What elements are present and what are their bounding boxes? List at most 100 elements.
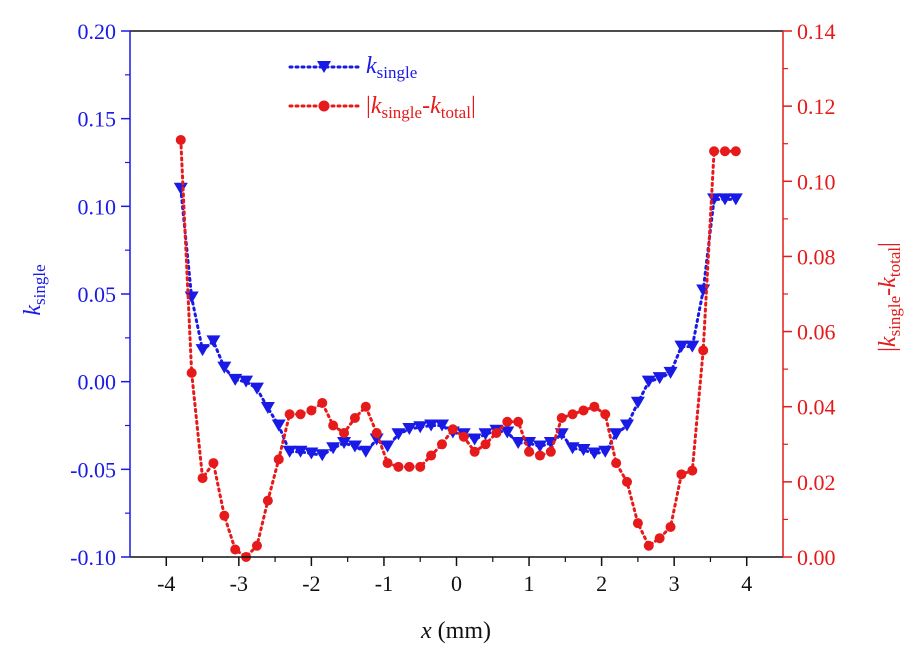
data-point-circle — [404, 461, 415, 472]
x-tick-label: -2 — [302, 571, 320, 596]
data-point-triangle — [271, 419, 286, 432]
data-point-circle — [698, 345, 709, 356]
left-y-tick-label: -0.05 — [70, 457, 116, 482]
data-point-triangle — [239, 375, 254, 388]
data-point-circle — [371, 428, 382, 439]
data-point-triangle — [609, 428, 624, 441]
data-point-circle — [524, 446, 535, 457]
data-point-triangle — [173, 182, 188, 195]
series-k-diff — [175, 134, 741, 562]
data-point-triangle — [293, 445, 308, 458]
left-y-tick-label: -0.10 — [70, 545, 116, 570]
left-y-tick-label: 0.10 — [78, 194, 117, 219]
right-y-tick-label: 0.14 — [797, 19, 836, 44]
data-point-circle — [600, 409, 611, 420]
data-point-circle — [273, 454, 284, 465]
data-point-triangle — [576, 444, 591, 457]
data-point-triangle — [630, 396, 645, 409]
data-point-triangle — [434, 419, 449, 432]
data-point-circle — [567, 409, 578, 420]
data-point-triangle — [663, 366, 678, 379]
data-point-triangle — [522, 437, 537, 450]
data-point-triangle — [532, 440, 547, 453]
data-point-triangle — [728, 193, 743, 206]
data-point-circle — [262, 495, 273, 506]
data-point-triangle — [500, 426, 515, 439]
left-y-axis-label: ksingle — [20, 264, 49, 315]
data-point-circle — [730, 146, 741, 157]
svg-text:x (mm): x (mm) — [420, 618, 491, 644]
data-point-triangle — [206, 335, 221, 348]
data-point-triangle — [424, 419, 439, 432]
data-point-triangle — [304, 447, 319, 460]
x-tick-label: 4 — [741, 571, 752, 596]
data-point-circle — [687, 465, 698, 476]
data-point-triangle — [380, 440, 395, 453]
series-line — [179, 187, 738, 457]
data-point-circle — [578, 405, 589, 416]
left-y-tick-label: 0.00 — [78, 370, 117, 395]
legend-entry-k-single: ksingle — [288, 53, 417, 82]
data-point-circle — [480, 439, 491, 450]
data-point-circle — [251, 540, 262, 551]
series-k-single — [173, 182, 743, 462]
data-point-triangle — [402, 423, 417, 436]
data-point-triangle — [565, 442, 580, 455]
data-point-triangle — [587, 447, 602, 460]
data-point-circle — [317, 397, 328, 408]
data-point-circle — [632, 518, 643, 529]
data-point-triangle — [685, 340, 700, 353]
data-point-circle — [502, 416, 513, 427]
data-point-circle — [622, 476, 633, 487]
x-tick-label: 1 — [524, 571, 535, 596]
data-point-circle — [719, 146, 730, 157]
data-point-circle — [339, 428, 350, 439]
data-point-circle — [175, 134, 186, 145]
data-point-circle — [349, 412, 360, 423]
data-point-triangle — [467, 433, 482, 446]
data-point-triangle — [326, 442, 341, 455]
data-point-circle — [295, 409, 306, 420]
x-tick-label: -3 — [230, 571, 248, 596]
legend: ksingle |ksingle-ktotal| — [288, 53, 476, 122]
data-point-triangle — [478, 428, 493, 441]
data-point-circle — [306, 405, 317, 416]
x-tick-label: 2 — [596, 571, 607, 596]
data-point-circle — [676, 469, 687, 480]
legend-marker-triangle — [317, 61, 331, 73]
data-point-triangle — [260, 401, 275, 414]
data-point-triangle — [195, 344, 210, 357]
data-point-circle — [382, 458, 393, 469]
x-tick-label: 3 — [669, 571, 680, 596]
data-point-triangle — [358, 445, 373, 458]
data-point-circle — [284, 409, 295, 420]
data-point-triangle — [282, 445, 297, 458]
data-point-triangle — [337, 437, 352, 450]
data-point-circle — [469, 446, 480, 457]
data-point-triangle — [391, 428, 406, 441]
data-point-circle — [393, 461, 404, 472]
data-point-circle — [643, 540, 654, 551]
x-tick-label: 0 — [451, 571, 462, 596]
svg-text:ksingle: ksingle — [20, 264, 49, 315]
data-point-circle — [534, 450, 545, 461]
data-point-circle — [665, 521, 676, 532]
data-point-circle — [186, 367, 197, 378]
data-point-circle — [219, 510, 230, 521]
data-point-triangle — [598, 445, 613, 458]
x-tick-label: -4 — [157, 571, 175, 596]
left-y-tick-label: 0.15 — [78, 107, 117, 132]
left-y-tick-label: 0.05 — [78, 282, 117, 307]
data-point-circle — [556, 412, 567, 423]
right-y-tick-label: 0.04 — [797, 395, 836, 420]
right-y-tick-label: 0.02 — [797, 470, 836, 495]
svg-text:ksingle: ksingle — [366, 53, 417, 82]
right-y-tick-label: 0.06 — [797, 320, 836, 345]
right-y-tick-label: 0.00 — [797, 545, 836, 570]
right-y-axis-label: |ksingle-ktotal| — [875, 242, 904, 352]
svg-text:|ksingle-ktotal|: |ksingle-ktotal| — [366, 93, 476, 122]
series-line — [179, 138, 738, 559]
legend-entry-k-diff: |ksingle-ktotal| — [288, 93, 476, 122]
data-point-circle — [654, 533, 665, 544]
